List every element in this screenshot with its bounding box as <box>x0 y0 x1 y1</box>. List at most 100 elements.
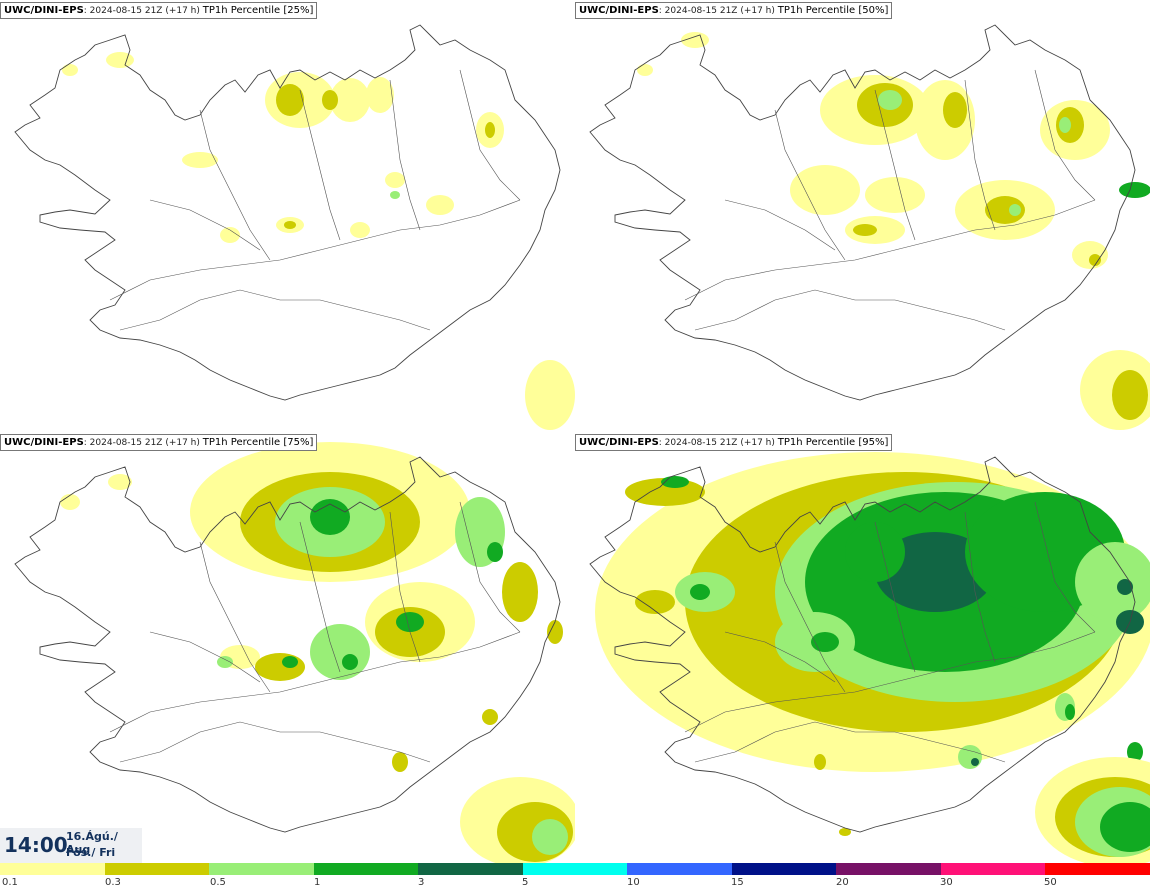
legend-swatch <box>836 863 941 875</box>
precip-area <box>217 656 233 668</box>
precip-area <box>284 221 296 229</box>
precip-area <box>1059 117 1071 133</box>
valid-time-box: 14:00 16.Ágú./ Aug Fös./ Fri <box>0 828 142 863</box>
precip-area <box>865 177 925 213</box>
precip-area <box>681 32 709 48</box>
legend-label: 10 <box>627 877 640 888</box>
precip-area <box>853 224 877 236</box>
road-line <box>964 79 996 231</box>
legend-swatch <box>940 863 1046 875</box>
precip-area <box>342 654 358 670</box>
precip-area <box>1119 182 1150 198</box>
panel-title: UWC/DINI-EPS: 2024-08-15 21Z (+17 h) TP1… <box>575 2 893 19</box>
legend-color-bar <box>0 863 1150 875</box>
road-line <box>724 631 836 683</box>
precip-area <box>1089 254 1101 266</box>
precip-area <box>1065 704 1075 720</box>
road-line <box>389 511 421 663</box>
precip-area <box>310 499 350 535</box>
road-line <box>1034 69 1096 201</box>
precip-area <box>220 227 240 243</box>
precip-area <box>106 52 134 68</box>
precip-area <box>790 165 860 215</box>
precip-map-p25 <box>14 24 575 430</box>
road-line <box>724 199 836 251</box>
precip-area <box>878 90 902 110</box>
precip-area <box>487 542 503 562</box>
precip-area <box>915 80 975 160</box>
precip-area <box>426 195 454 215</box>
model-source: UWC/DINI-EPS <box>579 437 659 448</box>
road-line <box>149 199 261 251</box>
road-line <box>199 541 271 693</box>
precip-area <box>547 620 563 644</box>
precip-area <box>635 590 675 614</box>
product-name: TP1h Percentile [75%] <box>202 437 314 448</box>
precip-area <box>1072 241 1108 269</box>
legend-swatch <box>313 863 419 875</box>
road-line <box>874 521 916 673</box>
road-line <box>774 109 846 261</box>
product-name: TP1h Percentile [50%] <box>777 5 889 16</box>
precip-area <box>182 152 218 168</box>
road-line <box>964 511 996 663</box>
legend-swatch <box>104 863 210 875</box>
road-line <box>149 631 261 683</box>
map-panel-p25: UWC/DINI-EPS: 2024-08-15 21Z (+17 h) TP1… <box>0 0 575 431</box>
precip-area <box>276 84 304 116</box>
road-line <box>694 721 1006 763</box>
coastline <box>589 456 1136 833</box>
road-line <box>119 721 431 763</box>
road-line <box>684 631 1096 733</box>
precip-legend: 0.1 0.3 0.5 1 3 5 10 15 20 30 50 <box>0 863 1150 891</box>
road-line <box>684 199 1096 301</box>
precip-area <box>690 584 710 600</box>
road-line <box>774 541 846 693</box>
panel-title: UWC/DINI-EPS: 2024-08-15 21Z (+17 h) TP1… <box>575 434 893 451</box>
precip-area <box>330 78 370 122</box>
legend-label: 0.1 <box>2 877 18 888</box>
road-line <box>459 69 521 201</box>
road-line <box>874 89 916 241</box>
precip-area <box>943 92 967 128</box>
precip-area <box>1112 370 1148 420</box>
legend-swatch <box>209 863 314 875</box>
precip-area <box>108 474 132 490</box>
legend-label: 1 <box>314 877 321 888</box>
precip-area <box>845 522 905 582</box>
legend-label: 0.5 <box>210 877 226 888</box>
product-name: TP1h Percentile [25%] <box>202 5 314 16</box>
precip-area <box>385 172 405 188</box>
run-info: 2024-08-15 21Z (+17 h) <box>89 6 200 16</box>
precip-area <box>485 122 495 138</box>
road-line <box>199 109 271 261</box>
coastline <box>14 456 561 833</box>
precip-map-p50 <box>589 24 1150 430</box>
precip-area <box>502 562 538 622</box>
road-line <box>109 199 521 301</box>
run-info: 2024-08-15 21Z (+17 h) <box>664 438 775 448</box>
precip-area <box>366 77 394 113</box>
legend-label: 0.3 <box>105 877 121 888</box>
precip-area <box>282 656 298 668</box>
precip-area <box>1009 204 1021 216</box>
legend-label: 5 <box>522 877 529 888</box>
coastline <box>14 24 561 401</box>
legend-swatch <box>522 863 628 875</box>
precip-area <box>839 828 851 836</box>
run-info: 2024-08-15 21Z (+17 h) <box>664 6 775 16</box>
precip-area <box>390 191 400 199</box>
precip-area <box>532 819 568 855</box>
road-line <box>694 289 1006 331</box>
run-info: 2024-08-15 21Z (+17 h) <box>89 438 200 448</box>
precip-area <box>60 494 80 510</box>
valid-weekday: Fös./ Fri <box>66 846 116 859</box>
precip-area <box>62 64 78 76</box>
precip-area <box>525 360 575 430</box>
legend-label: 50 <box>1044 877 1057 888</box>
precip-area <box>814 754 826 770</box>
precip-area <box>811 632 839 652</box>
precip-area <box>637 64 653 76</box>
legend-label: 15 <box>731 877 744 888</box>
legend-swatch <box>1045 863 1150 875</box>
